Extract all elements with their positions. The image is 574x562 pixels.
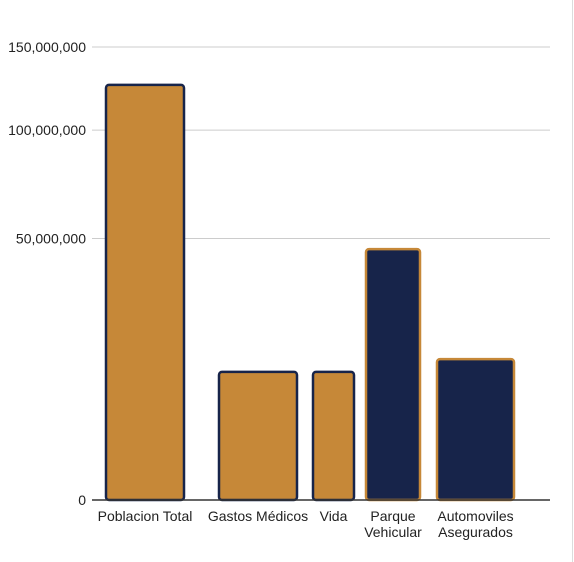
y-axis-ticks: 0 50,000,000 100,000,000 150,000,000 [8, 39, 86, 508]
x-tick-label: Automoviles Asegurados [437, 508, 513, 540]
bar [435, 357, 516, 502]
x-tick-label: Gastos Médicos [208, 508, 308, 524]
bar [217, 370, 299, 502]
x-tick-label: Parque Vehicular [364, 508, 422, 540]
x-tick-label: Vida [320, 508, 348, 524]
y-tick-label: 150,000,000 [8, 39, 86, 55]
bars [104, 83, 516, 502]
x-axis-labels: Poblacion Total Gastos Médicos Vida Parque V… [98, 508, 514, 540]
x-tick-label: Poblacion Total [98, 508, 193, 524]
bar [311, 370, 356, 502]
panel-border [572, 0, 573, 562]
y-tick-label: 100,000,000 [8, 122, 86, 138]
y-tick-label: 50,000,000 [16, 230, 86, 246]
bar [364, 247, 422, 502]
bar [104, 83, 186, 502]
y-tick-label: 0 [78, 492, 86, 508]
